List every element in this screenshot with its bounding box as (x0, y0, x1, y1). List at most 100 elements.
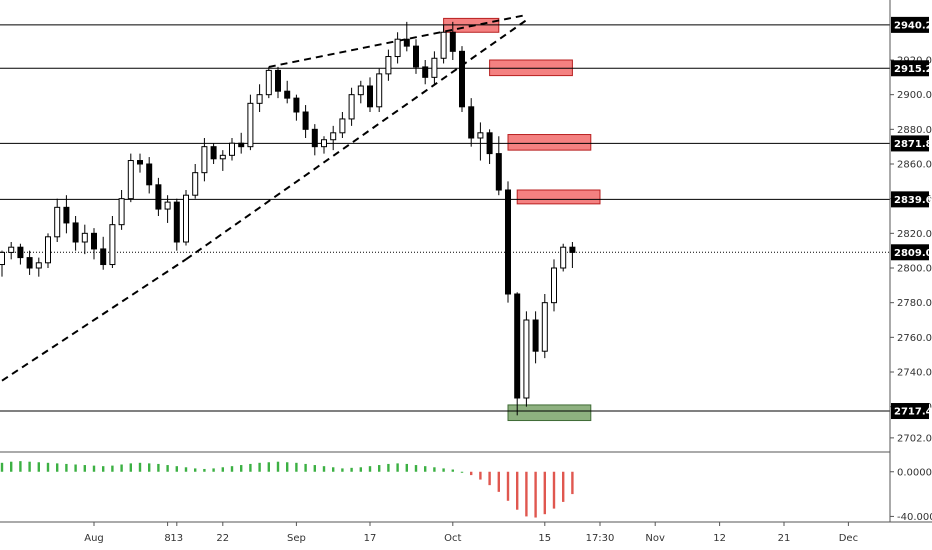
histogram-bar (184, 467, 188, 472)
histogram-bar (405, 463, 408, 472)
candle-up (54, 206, 61, 238)
price-level-label: 2809.07 (894, 248, 932, 259)
candle-down (413, 45, 419, 68)
histogram-bar (28, 461, 31, 472)
candle-up (321, 139, 327, 148)
time-tick-label: 15 (538, 533, 551, 544)
candle-down (275, 69, 281, 92)
candle-down (91, 232, 97, 250)
histogram-bar (286, 462, 289, 472)
candle-down (17, 246, 24, 259)
price-level-label: 2940.26 (894, 20, 932, 31)
histogram-bar (212, 468, 215, 472)
candle-up (523, 319, 530, 399)
histogram-bar (359, 467, 362, 472)
candle-up (477, 132, 484, 139)
histogram-bar (378, 465, 381, 472)
histogram-bar (543, 471, 546, 515)
histogram-bar (322, 466, 326, 472)
candle-down (173, 201, 180, 243)
histogram-bar (138, 462, 142, 472)
candle-down (26, 257, 33, 269)
time-tick-label: Dec (839, 533, 858, 544)
histogram-bar (19, 461, 22, 472)
histogram-bar (368, 466, 372, 472)
indicator-layer (0, 461, 574, 518)
candle-up (109, 224, 116, 266)
price-tick-label: 2820.00 (897, 229, 932, 240)
candle-up (551, 267, 557, 304)
candle-down (210, 146, 217, 160)
histogram-bar (129, 463, 132, 472)
histogram-bar (92, 465, 96, 472)
trendlines-layer (1, 13, 527, 382)
candle-up (330, 132, 337, 141)
trendline (185, 19, 527, 261)
time-tick-label: 17 (364, 533, 377, 544)
candle-down (449, 31, 456, 52)
candle-up (541, 302, 548, 352)
candle-up (394, 38, 401, 58)
time-tick-label: 12 (713, 533, 726, 544)
price-level-label: 2871.87 (894, 139, 932, 150)
histogram-bar (276, 461, 280, 472)
histogram-bar (221, 467, 224, 472)
candle-up (348, 94, 355, 120)
indicator-tick-label: 0.0000 (897, 467, 932, 478)
level-labels-layer: 2940.26 2915.23 2871.87 2839.60 2809.07 2717.… (891, 16, 932, 420)
candle-up (560, 246, 567, 269)
candle-down (100, 248, 107, 266)
candle-down (403, 38, 410, 47)
time-tick-label: 17:30 (586, 533, 615, 544)
candle-down (495, 153, 502, 191)
time-tick-label: 8 (164, 533, 170, 544)
candle-down (155, 184, 162, 210)
indicator-tick-label: -40.0000 (897, 512, 932, 523)
histogram-bar (175, 466, 178, 472)
price-tick-label: 2880.00 (897, 125, 932, 136)
price-tick-label: 2800.00 (897, 264, 932, 275)
candles-layer (0, 21, 576, 416)
price-level-badge (891, 135, 929, 152)
candle-up (431, 57, 438, 78)
price-level-badge (891, 403, 929, 420)
price-level-label: 2717.49 (894, 407, 932, 418)
zones-layer (443, 17, 601, 422)
histogram-bar (304, 463, 307, 472)
price-levels-layer (0, 24, 890, 412)
histogram-bar (10, 461, 13, 472)
supply-zone (507, 134, 592, 151)
histogram-bar (111, 465, 114, 472)
histogram-bar (534, 471, 537, 518)
trendline (268, 13, 527, 68)
candle-down (284, 90, 291, 99)
histogram-bar (460, 471, 464, 473)
histogram-bar (562, 471, 565, 502)
price-tick-label: 2740.00 (897, 368, 932, 379)
candle-down (367, 85, 373, 108)
candle-down (532, 319, 539, 352)
histogram-bar (442, 468, 445, 472)
histogram-bar (341, 468, 344, 472)
time-tick-label: 22 (216, 533, 229, 544)
price-tick-label: 2780.00 (897, 298, 932, 309)
price-tick-label: 2760.00 (897, 333, 932, 344)
candle-up (376, 73, 383, 108)
candle-up (385, 56, 392, 75)
histogram-bar (396, 463, 399, 472)
candle-down (569, 246, 576, 253)
price-tick-label: 2702.00 (897, 433, 932, 444)
histogram-bar (470, 471, 473, 476)
histogram-bar (166, 465, 169, 472)
candle-up (339, 118, 346, 134)
price-level-badge (891, 16, 929, 33)
candle-up (35, 262, 42, 269)
candle-up (0, 251, 5, 266)
histogram-bar (0, 462, 4, 472)
candle-up (265, 69, 272, 96)
candle-down (72, 222, 79, 243)
histogram-bar (65, 463, 68, 472)
candle-up (440, 31, 447, 59)
